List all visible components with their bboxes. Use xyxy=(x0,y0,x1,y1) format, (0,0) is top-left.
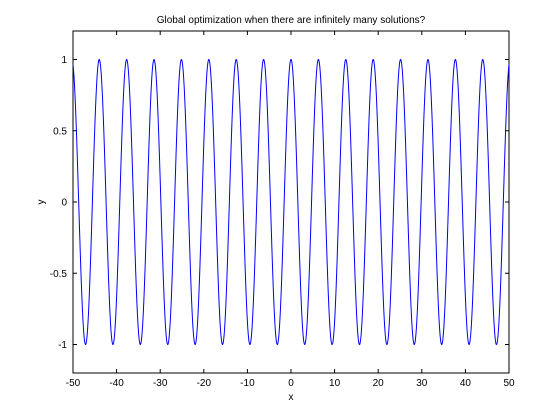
x-tick-label: 40 xyxy=(460,378,472,389)
x-tick-label: -50 xyxy=(66,378,81,389)
x-tick-label: 20 xyxy=(373,378,385,389)
x-tick-label: 10 xyxy=(329,378,341,389)
y-tick-label: 0.5 xyxy=(53,126,67,137)
y-tick-label: -1 xyxy=(58,340,67,351)
ticks: -50 -40 -30 -20 -10 0 10 20 30 40 50 -1 -0.5 0 0.5 1 xyxy=(50,31,515,389)
plot-area xyxy=(72,30,510,374)
series-line xyxy=(72,58,510,346)
chart-title: Global optimization when there are infin… xyxy=(157,15,426,26)
y-tick-label: -0.5 xyxy=(50,269,68,280)
x-tick-label: 30 xyxy=(416,378,428,389)
y-tick-label: 0 xyxy=(61,198,67,209)
x-tick-label: 0 xyxy=(288,378,294,389)
y-axis-label: y xyxy=(36,200,47,205)
x-tick-label: -20 xyxy=(197,378,212,389)
x-tick-label: -10 xyxy=(240,378,255,389)
x-tick-label: 50 xyxy=(503,378,515,389)
x-axis-label: x xyxy=(289,392,294,403)
x-tick-label: -40 xyxy=(109,378,124,389)
x-tick-label: -30 xyxy=(153,378,168,389)
y-tick-label: 1 xyxy=(61,55,67,66)
